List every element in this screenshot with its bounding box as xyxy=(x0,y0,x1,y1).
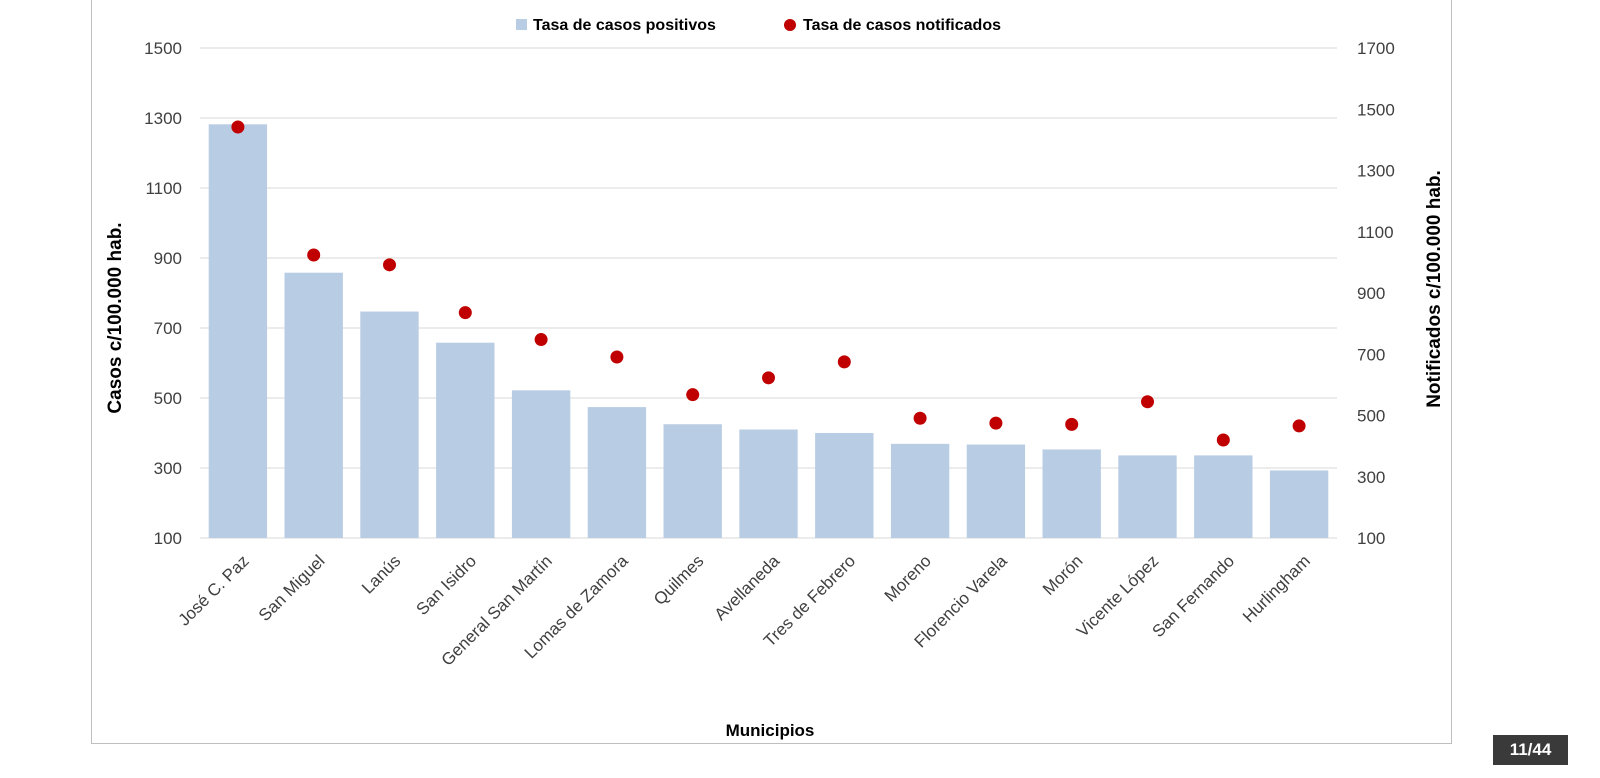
bar xyxy=(587,407,647,538)
category-label: Lanús xyxy=(358,551,404,597)
bar xyxy=(890,443,950,538)
left-axis-ticks: 100 300 500 700 900 1100 1300 1500 xyxy=(144,39,182,548)
category-label: Hurlingham xyxy=(1239,551,1314,626)
x-axis-title: Municipios xyxy=(726,721,815,740)
category-label: Morón xyxy=(1039,551,1087,599)
category-label: San Isidro xyxy=(413,551,481,619)
bar xyxy=(360,311,419,538)
bar xyxy=(208,124,268,539)
marker-point xyxy=(534,333,548,347)
bar xyxy=(663,424,722,538)
bar-series xyxy=(208,124,1329,539)
legend-swatch-bar xyxy=(516,19,527,30)
right-tick-label: 300 xyxy=(1357,468,1385,487)
legend-label-marker: Tasa de casos notificados xyxy=(803,17,1001,34)
left-tick-label: 1300 xyxy=(144,109,182,128)
category-label: José C. Paz xyxy=(174,551,252,629)
marker-point xyxy=(458,306,472,320)
right-tick-label: 500 xyxy=(1357,407,1385,426)
marker-point xyxy=(913,411,927,425)
category-label: Avellaneda xyxy=(711,551,784,624)
marker-point xyxy=(231,120,245,134)
bar xyxy=(739,429,798,538)
marker-point xyxy=(1216,433,1230,447)
legend-label-bar: Tasa de casos positivos xyxy=(533,17,716,34)
legend-swatch-marker xyxy=(784,19,796,31)
marker-point xyxy=(989,416,1003,430)
bar xyxy=(815,433,874,538)
right-tick-label: 1500 xyxy=(1357,100,1395,119)
bar xyxy=(284,272,343,538)
left-tick-label: 1100 xyxy=(145,179,182,198)
bar xyxy=(511,390,571,538)
right-tick-label: 900 xyxy=(1357,284,1385,303)
marker-point xyxy=(307,248,321,262)
category-labels: José C. Paz San Miguel Lanús San IsidroGene… xyxy=(174,551,1313,670)
marker-point xyxy=(610,350,624,364)
left-tick-label: 300 xyxy=(154,459,182,478)
left-tick-label: 100 xyxy=(154,529,182,548)
right-tick-label: 1300 xyxy=(1357,162,1395,181)
bar xyxy=(966,444,1026,538)
category-label: San Miguel xyxy=(255,551,329,625)
right-tick-label: 700 xyxy=(1357,345,1385,364)
right-tick-label: 1700 xyxy=(1357,39,1395,58)
marker-point xyxy=(837,355,851,369)
marker-series xyxy=(231,120,1306,447)
marker-point xyxy=(383,258,396,272)
category-label: Quilmes xyxy=(650,551,708,609)
left-tick-label: 700 xyxy=(154,319,182,338)
right-axis-ticks: 100 300 500 700 900 1100 1300 1500 1700 xyxy=(1357,39,1395,548)
left-tick-label: 1500 xyxy=(144,39,182,58)
bar xyxy=(1042,449,1101,538)
page-indicator: 11/44 xyxy=(1493,735,1568,765)
marker-point xyxy=(1065,417,1079,431)
marker-point xyxy=(1141,395,1154,409)
bar xyxy=(1194,455,1253,538)
right-tick-label: 100 xyxy=(1357,529,1385,548)
marker-point xyxy=(1292,419,1306,433)
marker-point xyxy=(762,371,775,385)
right-tick-label: 1100 xyxy=(1357,223,1394,242)
left-tick-label: 900 xyxy=(154,249,182,268)
category-label: Moreno xyxy=(881,551,935,605)
legend: Tasa de casos positivos Tasa de casos no… xyxy=(516,17,1001,34)
bar xyxy=(1269,470,1329,538)
bar xyxy=(436,342,495,538)
left-tick-label: 500 xyxy=(154,389,182,408)
marker-point xyxy=(686,388,700,402)
bar xyxy=(1118,455,1177,538)
left-axis-title: Casos c/100.000 hab. xyxy=(105,222,126,413)
right-axis-title: Notificados c/100.000 hab. xyxy=(1424,170,1445,408)
